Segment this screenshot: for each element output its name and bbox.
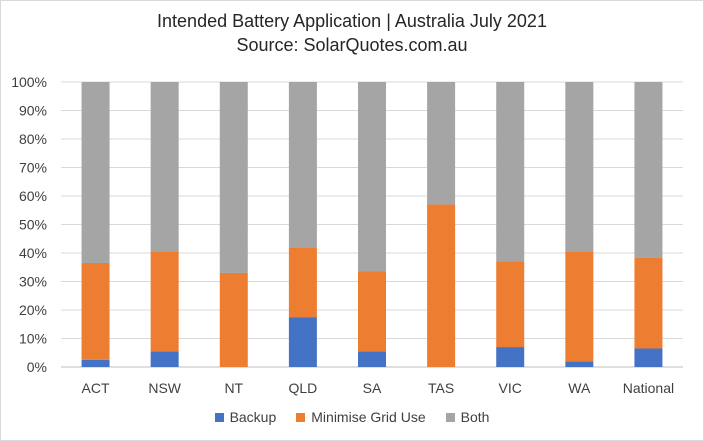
x-tick-label: QLD bbox=[288, 380, 317, 396]
bar-nt-minimise-grid-use bbox=[219, 272, 248, 367]
legend-item-backup: Backup bbox=[214, 409, 277, 425]
x-tick-label: WA bbox=[568, 380, 591, 396]
y-tick-label: 20% bbox=[19, 302, 47, 318]
legend-label-backup: Backup bbox=[229, 409, 277, 425]
chart-subtitle: Source: SolarQuotes.com.au bbox=[236, 35, 468, 55]
bar-qld-minimise-grid-use bbox=[288, 247, 317, 318]
y-tick-label: 60% bbox=[19, 188, 47, 204]
y-tick-label: 40% bbox=[19, 245, 47, 261]
x-tick-label: NT bbox=[224, 380, 243, 396]
y-tick-label: 80% bbox=[19, 131, 47, 147]
y-tick-label: 0% bbox=[27, 359, 47, 375]
x-tick-label: SA bbox=[363, 380, 382, 396]
x-tick-label: VIC bbox=[499, 380, 522, 396]
legend-swatch-backup bbox=[214, 412, 224, 422]
legend-item-minimise-grid-use: Minimise Grid Use bbox=[296, 409, 426, 425]
legend-label-minimise-grid-use: Minimise Grid Use bbox=[311, 409, 426, 425]
bar-national-both bbox=[634, 82, 663, 258]
y-tick-label: 100% bbox=[11, 74, 47, 90]
bar-wa-minimise-grid-use bbox=[565, 251, 594, 362]
bar-nsw-both bbox=[150, 82, 179, 252]
chart-legend: Backup Minimise Grid Use Both bbox=[1, 409, 703, 425]
legend-item-both: Both bbox=[445, 409, 490, 425]
chart-title: Intended Battery Application | Australia… bbox=[157, 11, 547, 31]
bar-act-both bbox=[81, 82, 110, 263]
y-tick-label: 50% bbox=[19, 217, 47, 233]
bar-qld-both bbox=[288, 82, 317, 248]
bar-national-minimise-grid-use bbox=[634, 257, 663, 349]
bar-act-minimise-grid-use bbox=[81, 262, 110, 360]
bar-vic-both bbox=[496, 82, 525, 262]
bar-nsw-minimise-grid-use bbox=[150, 251, 179, 352]
y-tick-label: 90% bbox=[19, 103, 47, 119]
bar-wa-backup bbox=[565, 361, 594, 367]
bar-sa-minimise-grid-use bbox=[358, 271, 386, 352]
bar-national-backup bbox=[634, 348, 663, 367]
chart-plot: 0% 10% 20% 30% 40% 50% 60% 70% 80% 90% 100% ACT NSW N… bbox=[11, 74, 683, 396]
bar-sa-both bbox=[358, 82, 386, 272]
bar-wa-both bbox=[565, 82, 594, 252]
legend-swatch-minimise-grid-use bbox=[296, 412, 306, 422]
y-tick-label: 70% bbox=[19, 160, 47, 176]
bar-sa-backup bbox=[358, 351, 386, 367]
y-tick-label: 10% bbox=[19, 331, 47, 347]
x-tick-label: TAS bbox=[428, 380, 454, 396]
x-tick-label: ACT bbox=[82, 380, 110, 396]
x-tick-label: National bbox=[623, 380, 674, 396]
bar-tas-both bbox=[427, 82, 456, 205]
bar-nsw-backup bbox=[150, 351, 179, 367]
bar-tas-minimise-grid-use bbox=[427, 204, 456, 367]
bar-act-backup bbox=[81, 359, 110, 367]
legend-swatch-both bbox=[445, 412, 455, 422]
bar-qld-backup bbox=[288, 317, 317, 367]
x-tick-label: NSW bbox=[148, 380, 181, 396]
y-tick-label: 30% bbox=[19, 274, 47, 290]
legend-label-both: Both bbox=[460, 409, 490, 425]
bar-nt-both bbox=[219, 82, 248, 273]
bar-vic-minimise-grid-use bbox=[496, 261, 525, 348]
bar-vic-backup bbox=[496, 347, 525, 367]
